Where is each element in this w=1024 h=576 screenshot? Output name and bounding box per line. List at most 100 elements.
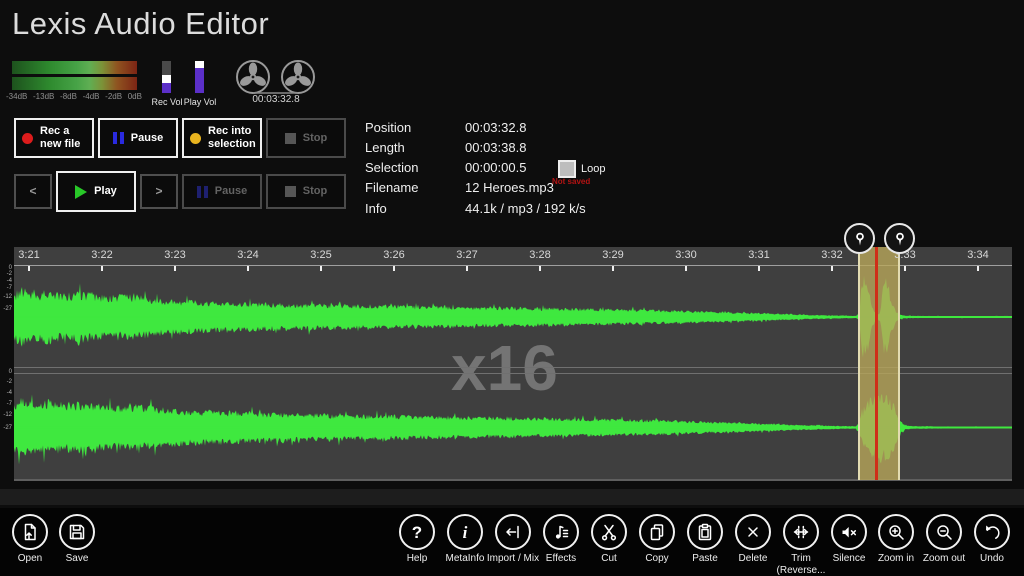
timeline-tick: [977, 266, 979, 271]
rec-into-selection-button[interactable]: Rec into selection: [182, 118, 262, 158]
vu-meter-left: [12, 61, 137, 74]
app-title: Lexis Audio Editor: [12, 6, 270, 41]
zoom-in-icon: [878, 514, 914, 550]
play-button[interactable]: Play: [56, 171, 136, 212]
selection-region[interactable]: [858, 247, 900, 480]
toolbar-button-delete[interactable]: Delete: [724, 514, 782, 565]
toolbar-button-help[interactable]: ? Help: [388, 514, 446, 565]
trim-icon: [783, 514, 819, 550]
db-scale-label: -27: [3, 306, 12, 312]
copy-icon: [639, 514, 675, 550]
filename-label: Filename: [365, 180, 419, 195]
selection-start-marker[interactable]: [844, 223, 875, 254]
timeline-tick: [758, 266, 760, 271]
vu-meter-right: [12, 77, 137, 90]
rec-volume-slider[interactable]: [162, 61, 171, 93]
rec-new-file-button[interactable]: Rec a new file: [14, 118, 94, 158]
toolbar-button-zoom-in[interactable]: Zoom in: [867, 514, 925, 565]
stop-icon: [284, 186, 296, 197]
skip-back-button[interactable]: <: [14, 174, 52, 209]
position-label: Position: [365, 120, 412, 135]
rec-volume-track-top: [162, 61, 171, 75]
db-scale-label: 0: [8, 369, 12, 375]
play-icon: [75, 184, 88, 199]
timeline-label: 3:23: [164, 249, 186, 261]
position-value: 00:03:32.8: [465, 120, 527, 135]
toolbar-button-metainfo[interactable]: i MetaInfo: [436, 514, 494, 565]
record-icon: [22, 132, 33, 144]
paste-icon: [687, 514, 723, 550]
toolbar-button-copy[interactable]: Copy: [628, 514, 686, 565]
timeline-label: 3:29: [602, 249, 624, 261]
db-scale-label: -27: [3, 425, 12, 431]
timeline-label: 3:27: [456, 249, 478, 261]
timeline-label: 3:34: [967, 249, 989, 261]
timeline-tick: [685, 266, 687, 271]
zoom-out-icon: [926, 514, 962, 550]
timeline-label: 3:22: [91, 249, 113, 261]
timeline-label: 3:28: [529, 249, 551, 261]
toolbar-button-undo[interactable]: Undo: [963, 514, 1021, 565]
timeline-tick: [28, 266, 30, 271]
waveform-channel-right: [14, 393, 1012, 465]
toolbar-button-save[interactable]: Save: [48, 514, 106, 565]
timeline-tick: [393, 266, 395, 271]
toolbar-button-paste[interactable]: Paste: [676, 514, 734, 565]
effects-icon: [543, 514, 579, 550]
toolbar-button-import-mix[interactable]: Import / Mix: [484, 514, 542, 565]
open-icon: [12, 514, 48, 550]
toolbar-button-open[interactable]: Open: [1, 514, 59, 565]
db-scale-label: -12: [3, 294, 12, 300]
filename-value: 12 Heroes.mp3: [465, 180, 554, 195]
scrollbar-row: [0, 489, 1024, 505]
toolbar-button-silence[interactable]: Silence: [820, 514, 878, 565]
channel-separator-line: [14, 373, 1012, 374]
play-volume-slider[interactable]: [195, 61, 204, 93]
rec-volume-handle[interactable]: [162, 75, 171, 83]
play-pause-button[interactable]: Pause: [182, 174, 262, 209]
waveform-panel[interactable]: x16 3:21 3:22 3:23 3:24 3:25 3:26 3:27 3…: [14, 247, 1012, 481]
db-scale-label: -2: [6, 379, 12, 385]
rec-pause-button[interactable]: Pause: [98, 118, 178, 158]
play-volume-handle[interactable]: [195, 61, 204, 68]
loop-checkbox[interactable]: [558, 160, 576, 178]
stop-icon: [284, 132, 296, 144]
timeline-label: 3:24: [237, 249, 259, 261]
tape-reels-icon: [236, 60, 315, 94]
play-stop-button[interactable]: Stop: [266, 174, 346, 209]
toolbar-button-effects[interactable]: Effects: [532, 514, 590, 565]
toolbar-button-zoom-out[interactable]: Zoom out: [915, 514, 973, 565]
pin-icon: [855, 232, 864, 246]
length-label: Length: [365, 140, 405, 155]
channel-separator-line: [14, 367, 1012, 368]
vu-scale-label: 0dB: [127, 92, 142, 101]
skip-forward-button[interactable]: >: [140, 174, 178, 209]
length-value: 00:03:38.8: [465, 140, 527, 155]
timeline-label: 3:26: [383, 249, 405, 261]
bottom-toolbar: Open Save ? Help i MetaInfo Import / Mix: [0, 508, 1024, 576]
rec-stop-button[interactable]: Stop: [266, 118, 346, 158]
ruler-line: [14, 265, 1012, 266]
selection-label: Selection: [365, 160, 419, 175]
db-scale-label: -7: [6, 401, 12, 407]
vu-scale-label: -4dB: [82, 92, 100, 101]
timeline-label: 3:21: [18, 249, 40, 261]
panel-bottom-line: [14, 479, 1012, 481]
pause-icon: [112, 132, 124, 144]
vu-scale-label: -2dB: [105, 92, 123, 101]
toolbar-button-cut[interactable]: Cut: [580, 514, 638, 565]
loop-label: Loop: [581, 163, 606, 175]
selection-end-marker[interactable]: [884, 223, 915, 254]
rec-into-selection-label: Rec into selection: [208, 125, 256, 150]
play-volume-label: Play Vol: [183, 97, 217, 107]
undo-icon: [974, 514, 1010, 550]
timeline-tick: [174, 266, 176, 271]
pause-icon: [196, 185, 208, 198]
import-icon: [495, 514, 531, 550]
skip-forward-label: >: [155, 183, 163, 198]
vu-scale-label: -13dB: [33, 92, 55, 101]
rec-stop-label: Stop: [302, 131, 328, 144]
toolbar-button-trim[interactable]: Trim (Reverse...: [772, 514, 830, 576]
record-selection-icon: [190, 132, 201, 144]
